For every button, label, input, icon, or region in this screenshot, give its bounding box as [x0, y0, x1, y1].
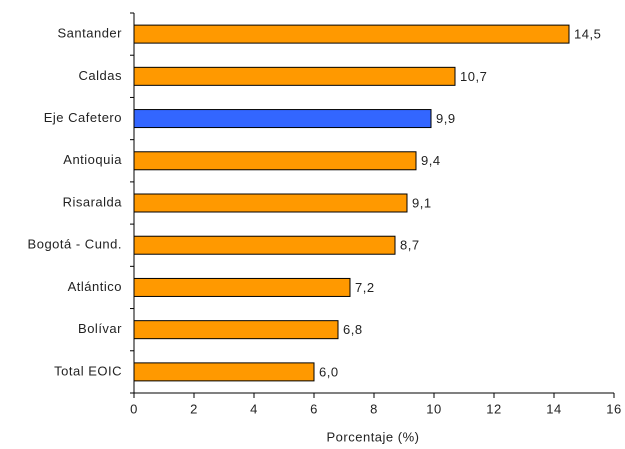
x-tick-label: 2	[190, 401, 198, 416]
y-tick-label: Caldas	[79, 68, 122, 83]
y-tick-label: Bolívar	[78, 321, 122, 336]
bar	[133, 235, 396, 255]
value-label: 9,4	[421, 153, 441, 168]
bar	[133, 66, 456, 86]
y-tick-label: Atlántico	[68, 279, 122, 294]
y-tick-label: Eje Cafetero	[44, 110, 122, 125]
y-tick-label: Santander	[58, 26, 123, 41]
bar	[133, 151, 417, 171]
x-tick-label: 12	[486, 401, 501, 416]
x-tick-label: 0	[130, 401, 138, 416]
value-label: 9,1	[412, 195, 432, 210]
value-label: 14,5	[574, 27, 601, 42]
x-tick-label: 6	[310, 401, 318, 416]
value-label: 8,7	[400, 238, 420, 253]
x-tick-label: 10	[426, 401, 441, 416]
value-label: 7,2	[355, 280, 375, 295]
x-tick-label: 8	[370, 401, 378, 416]
bar	[133, 362, 315, 382]
x-axis-label: Porcentaje (%)	[327, 429, 420, 444]
value-label: 10,7	[460, 69, 487, 84]
x-tick-label: 14	[546, 401, 561, 416]
bar	[133, 277, 351, 297]
bar	[133, 24, 570, 44]
value-label: 9,9	[436, 111, 456, 126]
x-tick-label: 16	[606, 401, 621, 416]
bar	[133, 193, 408, 213]
y-tick-label: Antioquia	[63, 152, 122, 167]
value-label: 6,0	[319, 364, 339, 379]
bar	[133, 109, 432, 129]
bar	[133, 320, 339, 340]
x-tick-label: 4	[250, 401, 258, 416]
y-tick-label: Total EOIC	[54, 363, 122, 378]
value-label: 6,8	[343, 322, 363, 337]
y-tick-label: Risaralda	[63, 194, 123, 209]
y-tick-label: Bogotá - Cund.	[28, 237, 122, 252]
